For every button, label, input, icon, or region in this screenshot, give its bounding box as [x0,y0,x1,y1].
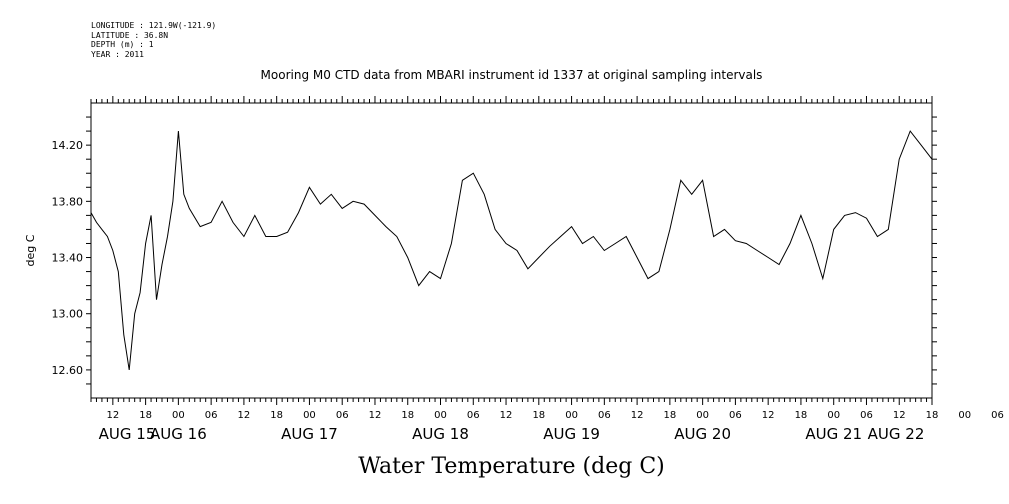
latitude-label: LATITUDE : 36.8N [91,30,169,40]
x-hour-tick-label: 06 [336,410,349,421]
x-hour-tick-label: 18 [532,410,545,421]
x-hour-tick-label: 06 [991,410,1004,421]
x-hour-tick-label: 18 [926,410,939,421]
x-hour-tick-label: 12 [631,410,644,421]
x-hour-tick-label: 00 [172,410,185,421]
y-tick-label: 13.80 [52,195,84,208]
x-hour-tick-label: 00 [827,410,840,421]
x-hour-tick-label: 18 [139,410,152,421]
x-hour-tick-label: 00 [696,410,709,421]
date-label: AUG 20 [674,425,731,443]
date-label: AUG 22 [868,425,925,443]
year-label: YEAR : 2011 [91,49,144,59]
date-label: AUG 21 [805,425,862,443]
x-hour-tick-label: 12 [762,410,775,421]
y-tick-label: 14.20 [52,139,84,152]
series-line [90,130,933,370]
date-label: AUG 15 [99,425,156,443]
y-tick-label: 13.00 [52,308,84,321]
date-label: AUG 17 [281,425,338,443]
x-hour-tick-label: 12 [369,410,382,421]
x-hour-tick-label: 18 [401,410,414,421]
x-hour-tick-label: 18 [270,410,283,421]
metadata-block: LONGITUDE : 121.9W(-121.9) LATITUDE : 36… [91,21,216,59]
x-hour-tick-label: 12 [893,410,906,421]
x-hour-tick-label: 12 [106,410,119,421]
date-label: AUG 19 [543,425,600,443]
x-hour-tick-label: 06 [729,410,742,421]
x-hour-tick-label: 00 [303,410,316,421]
x-hour-tick-label: 12 [238,410,251,421]
x-hour-tick-label: 06 [467,410,480,421]
x-hour-tick-label: 00 [565,410,578,421]
x-hour-tick-label: 00 [958,410,971,421]
depth-label: DEPTH (m) : 1 [91,40,154,49]
x-hour-tick-label: 00 [434,410,447,421]
x-hour-tick-label: 12 [500,410,513,421]
x-hour-tick-label: 18 [664,410,677,421]
plot-frame [90,102,933,399]
x-hour-tick-label: 06 [205,410,218,421]
date-label: AUG 16 [150,425,207,443]
chart-title: Mooring M0 CTD data from MBARI instrumen… [260,68,763,82]
x-hour-tick-label: 06 [860,410,873,421]
longitude-label: LONGITUDE : 121.9W(-121.9) [91,21,217,30]
date-label: AUG 18 [412,425,469,443]
x-axis-title: Water Temperature (deg C) [358,454,665,479]
y-tick-label: 12.60 [52,364,84,377]
y-axis-title: deg C [24,234,37,266]
x-hour-tick-label: 06 [598,410,611,421]
y-tick-label: 13.40 [52,252,84,265]
x-hour-tick-label: 18 [795,410,808,421]
